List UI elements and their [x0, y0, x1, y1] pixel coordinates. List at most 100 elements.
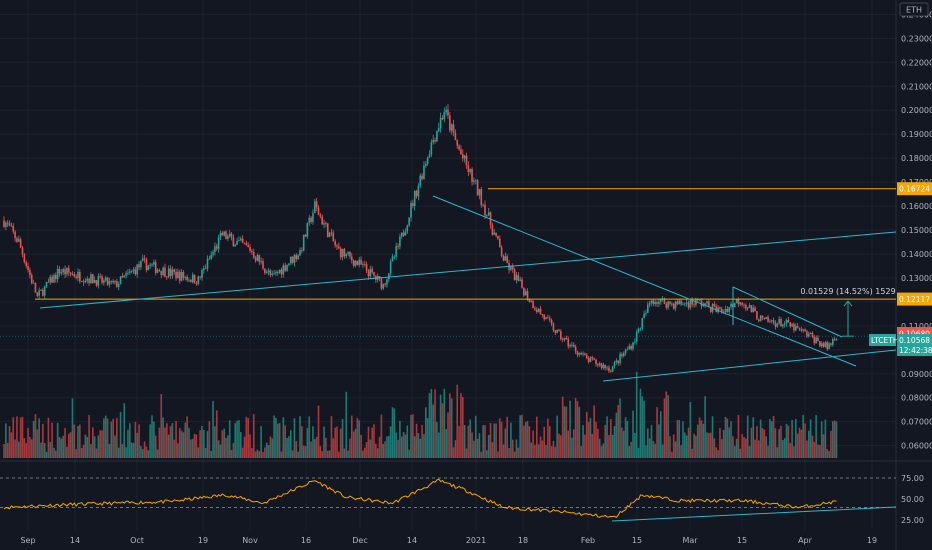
candle-body	[671, 303, 673, 305]
volume-bar	[589, 417, 592, 458]
candle-body	[10, 225, 13, 227]
candle-body	[630, 346, 632, 350]
candle-body	[423, 165, 425, 180]
volume-bar	[317, 405, 320, 458]
candle-body	[116, 281, 118, 288]
volume-bar	[526, 420, 529, 458]
candle-body	[82, 281, 85, 283]
candle-body	[676, 301, 679, 305]
time-tick-label: 18	[518, 536, 528, 545]
candle-body	[256, 255, 259, 261]
candle-body	[367, 270, 370, 277]
candle-body	[726, 308, 729, 312]
candle-body	[12, 225, 15, 232]
candle-body	[719, 307, 721, 309]
candle-body	[325, 223, 327, 225]
candle-body	[685, 302, 688, 304]
volume-bar	[439, 394, 442, 458]
candle-body	[288, 263, 290, 265]
candle-body	[293, 254, 296, 263]
candle-body	[129, 271, 131, 273]
volume-bar	[598, 438, 601, 458]
volume-bar	[460, 393, 462, 458]
candle-body	[312, 212, 314, 223]
candle-body	[819, 341, 821, 347]
candle-body	[404, 231, 407, 236]
volume-bar	[521, 414, 523, 458]
volume-bar	[332, 438, 335, 458]
volume-bar	[236, 420, 238, 458]
volume-bar	[659, 411, 662, 458]
candle-body	[138, 264, 140, 268]
volume-bar	[508, 448, 510, 458]
candle-body	[425, 163, 427, 166]
volume-bar	[147, 450, 150, 458]
volume-bar	[97, 435, 100, 458]
volume-bar	[347, 450, 349, 458]
countdown-label: 12:42:38	[899, 346, 932, 355]
candle-body	[445, 109, 447, 113]
candle-body	[798, 327, 801, 330]
candle-body	[160, 270, 163, 275]
volume-bar	[291, 450, 294, 458]
volume-bar	[545, 445, 547, 458]
candle-body	[245, 243, 248, 246]
volume-bar	[658, 424, 660, 458]
volume-bar	[3, 443, 5, 458]
volume-bar	[227, 435, 229, 458]
volume-bar	[53, 447, 55, 458]
volume-bar	[489, 423, 492, 458]
volume-bar	[437, 432, 440, 458]
volume-bar	[713, 438, 716, 458]
volume-bar	[647, 428, 649, 458]
volume-bar	[591, 433, 594, 458]
time-tick-label: 19	[867, 536, 877, 545]
candle-body	[782, 324, 784, 327]
volume-bar	[352, 431, 355, 458]
volume-bar	[299, 416, 301, 458]
volume-bar	[141, 449, 144, 458]
volume-bar	[800, 429, 803, 458]
candle-body	[182, 271, 185, 278]
candle-body	[795, 326, 797, 331]
volume-bar	[177, 443, 179, 458]
candle-body	[29, 270, 31, 275]
volume-bar	[708, 433, 710, 458]
candle-body	[341, 248, 344, 258]
volume-bar	[791, 420, 793, 458]
volume-bar	[188, 427, 190, 458]
candle-body	[16, 238, 18, 242]
candle-body	[635, 331, 638, 342]
volume-bar	[156, 449, 159, 458]
current-price-label: 0.10568	[899, 336, 930, 345]
volume-bar	[284, 425, 286, 458]
price-tick-label: 0.22000	[901, 58, 932, 67]
candle-body	[647, 304, 649, 313]
candle-body	[413, 190, 416, 206]
volume-bar	[402, 431, 405, 458]
candle-body	[199, 276, 201, 278]
candle-body	[593, 358, 595, 360]
volume-bar	[265, 442, 268, 458]
volume-bar	[783, 438, 786, 458]
candle-body	[739, 302, 742, 305]
candle-body	[227, 236, 229, 239]
volume-bar	[499, 418, 501, 458]
volume-bar	[145, 446, 148, 458]
volume-bar	[321, 451, 323, 458]
volume-bar	[436, 421, 438, 458]
volume-bar	[789, 442, 792, 458]
volume-bar	[593, 405, 595, 458]
volume-bar	[587, 421, 590, 458]
candle-body	[832, 339, 834, 345]
candle-body	[49, 276, 52, 283]
volume-bar	[166, 423, 168, 458]
volume-bar	[735, 438, 738, 458]
volume-bar	[51, 422, 53, 458]
level-label-upper-bg	[897, 182, 932, 196]
candle-body	[610, 371, 612, 373]
volume-bar	[323, 426, 325, 458]
volume-bar	[123, 403, 126, 458]
candle-body	[552, 323, 555, 331]
